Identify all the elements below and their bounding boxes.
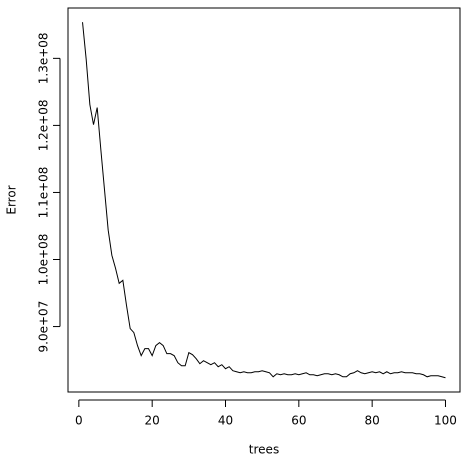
x-tick-label: 0 — [75, 414, 83, 428]
y-tick-label: 1.3e+08 — [37, 32, 51, 84]
y-tick-label: 1.1e+08 — [37, 167, 51, 219]
y-tick-label: 1.0e+08 — [37, 234, 51, 286]
x-tick-label: 20 — [145, 414, 160, 428]
x-axis-label: trees — [249, 443, 279, 457]
y-tick-label: 9.0e+07 — [37, 301, 51, 353]
y-tick-label: 1.2e+08 — [37, 100, 51, 152]
x-tick-label: 80 — [365, 414, 380, 428]
error-line — [82, 22, 446, 379]
x-tick-label: 60 — [291, 414, 306, 428]
x-tick-label: 40 — [218, 414, 233, 428]
x-tick-label: 100 — [434, 414, 457, 428]
plot-box — [67, 7, 461, 393]
y-axis-label: Error — [5, 185, 19, 214]
